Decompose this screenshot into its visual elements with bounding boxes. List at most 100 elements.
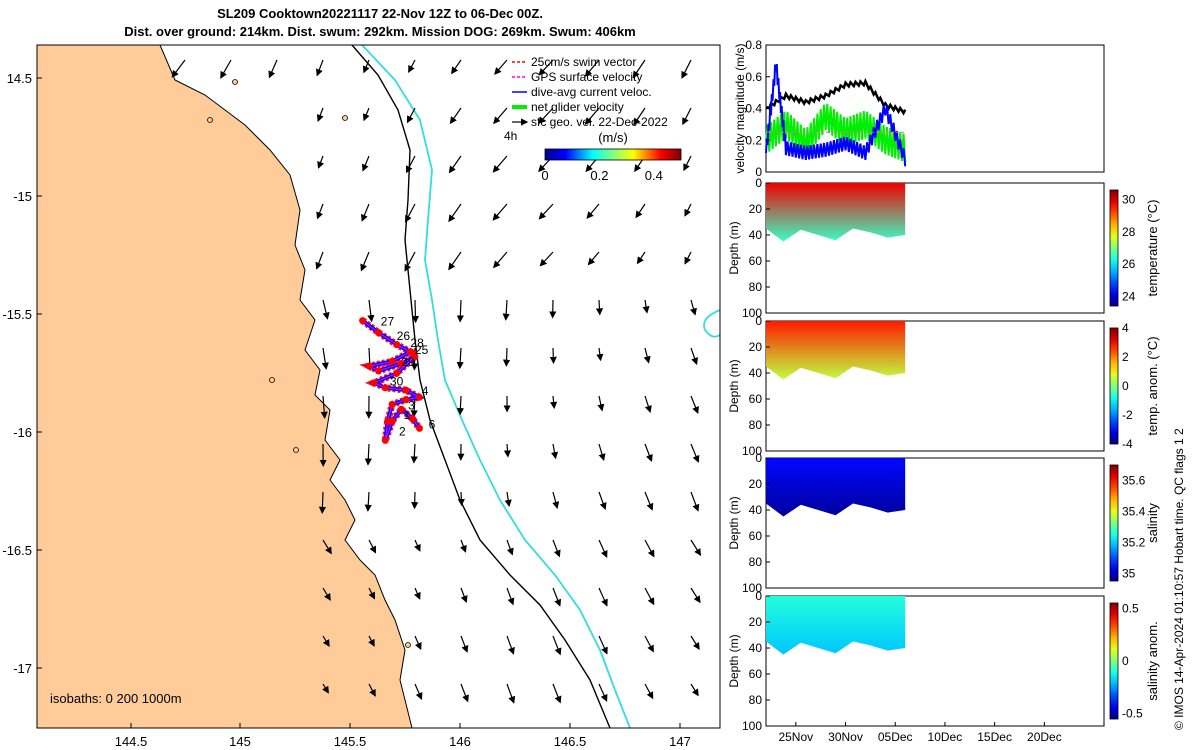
velocity-arrow: [364, 491, 372, 512]
map-y-tick-label: -15: [13, 189, 32, 204]
day-label: 30: [390, 374, 404, 388]
map-y-tick-label: -17: [13, 661, 32, 676]
velocity-arrow: [539, 251, 554, 267]
section-y-tick-label: 0: [755, 451, 762, 465]
map-x-tick-label: 144.5: [115, 734, 148, 749]
velocity-arrow: [506, 683, 516, 704]
isobath-1000m: [361, 45, 631, 728]
swim-vector-mark: [402, 386, 410, 394]
land-area: [37, 45, 413, 728]
velocity-arrow: [587, 251, 600, 266]
section-colorbar-tick-label: 0: [1122, 379, 1129, 393]
section-colorbar-tick-label: 35.6: [1122, 474, 1146, 488]
velocity-series-line: [765, 103, 907, 163]
section-y-tick-label: 0: [755, 589, 762, 603]
velocity-y-tick-label: 0.6: [745, 70, 762, 84]
velocity-arrow: [456, 299, 464, 323]
velocity-arrow: [368, 587, 376, 600]
legend-label: sfc geo. vel. 22-Dec-2022: [531, 115, 668, 129]
velocity-arrow: [633, 107, 646, 126]
velocity-arrow: [406, 107, 416, 124]
map-colorbar-tick-label: 0.2: [590, 168, 608, 183]
velocity-arrow: [681, 59, 692, 79]
velocity-arrow: [456, 395, 464, 416]
velocity-arrow: [361, 203, 370, 222]
swim-vector-mark: [388, 357, 396, 365]
map-colorbar: [544, 148, 682, 161]
section-y-tick-label: 100: [742, 719, 762, 733]
section-y-tick-label: 40: [749, 228, 763, 242]
section-y-tick-label: 40: [749, 503, 763, 517]
velocity-arrow: [502, 299, 510, 321]
legend-label: GPS surface velocity: [531, 70, 642, 84]
velocity-arrow: [410, 443, 418, 464]
velocity-arrow: [598, 491, 607, 511]
velocity-arrow: [367, 299, 375, 323]
velocity-arrow: [682, 107, 692, 126]
velocity-arrow: [460, 683, 469, 703]
section-y-tick-label: 20: [749, 615, 763, 629]
section-colorbar: [1109, 327, 1119, 445]
velocity-arrow: [642, 299, 650, 314]
velocity-arrow: [494, 59, 508, 75]
island-marker: [232, 79, 238, 85]
isobath-1000m-eddy: [703, 309, 720, 338]
velocity-arrow: [550, 443, 559, 460]
velocity-arrow: [598, 587, 608, 607]
velocity-arrow: [644, 443, 653, 463]
swim-vector-mark: [359, 317, 367, 325]
velocity-arrow: [690, 587, 701, 604]
section-fill: [766, 596, 906, 655]
velocity-arrow: [552, 587, 562, 607]
section-colorbar: [1109, 189, 1119, 307]
velocity-arrow: [644, 635, 654, 653]
date-x-tick-label: 25Nov: [778, 730, 813, 744]
velocity-arrow: [414, 683, 423, 700]
section-colorbar-tick-label: -2: [1122, 408, 1133, 422]
velocity-arrow: [598, 635, 608, 655]
velocity-arrow: [506, 635, 515, 655]
velocity-arrow: [538, 203, 554, 220]
velocity-arrow: [492, 155, 508, 173]
velocity-arrow: [322, 587, 331, 601]
map-y-tick-label: -16.5: [2, 543, 32, 558]
gps-surface-velocity-track: [362, 320, 422, 441]
velocity-arrow: [596, 347, 604, 362]
velocity-arrow: [411, 299, 420, 324]
swim-vector-mark: [381, 384, 389, 392]
section-colorbar-tick-label: 0: [1122, 654, 1129, 668]
velocity-arrow: [408, 59, 416, 73]
velocity-arrow: [318, 491, 327, 514]
velocity-arrow: [586, 203, 600, 219]
section-y-tick-label: 100: [742, 581, 762, 595]
velocity-arrow: [690, 635, 700, 651]
section-colorbar-tick-label: 35.4: [1122, 504, 1146, 518]
velocity-y-tick-label: 0.8: [745, 38, 762, 52]
day-label: 4: [422, 384, 429, 398]
velocity-arrow: [598, 443, 606, 462]
legend-label: dive-avg current veloc.: [531, 85, 652, 99]
island-marker: [269, 377, 275, 383]
map-x-tick-label: 145.5: [334, 734, 367, 749]
velocity-arrow: [552, 491, 560, 509]
section-fill: [766, 458, 906, 517]
velocity-arrow: [690, 299, 697, 316]
section-y-tick-label: 80: [749, 555, 763, 569]
section-fill: [766, 183, 906, 242]
velocity-arrow: [362, 107, 370, 122]
sfc-geo-velocity-field: [171, 59, 702, 704]
map-x-tick-label: 146.5: [554, 734, 587, 749]
velocity-arrow: [404, 251, 416, 272]
velocity-arrow: [690, 539, 702, 557]
date-x-tick-label: 30Nov: [828, 730, 863, 744]
velocity-arrow: [315, 251, 324, 270]
velocity-arrow: [643, 347, 651, 364]
velocity-arrow: [502, 347, 511, 367]
map-y-tick-label: -15.5: [2, 307, 32, 322]
swim-vector-mark: [397, 360, 405, 368]
velocity-arrow: [690, 395, 699, 415]
swim-vector-mark: [388, 401, 396, 408]
